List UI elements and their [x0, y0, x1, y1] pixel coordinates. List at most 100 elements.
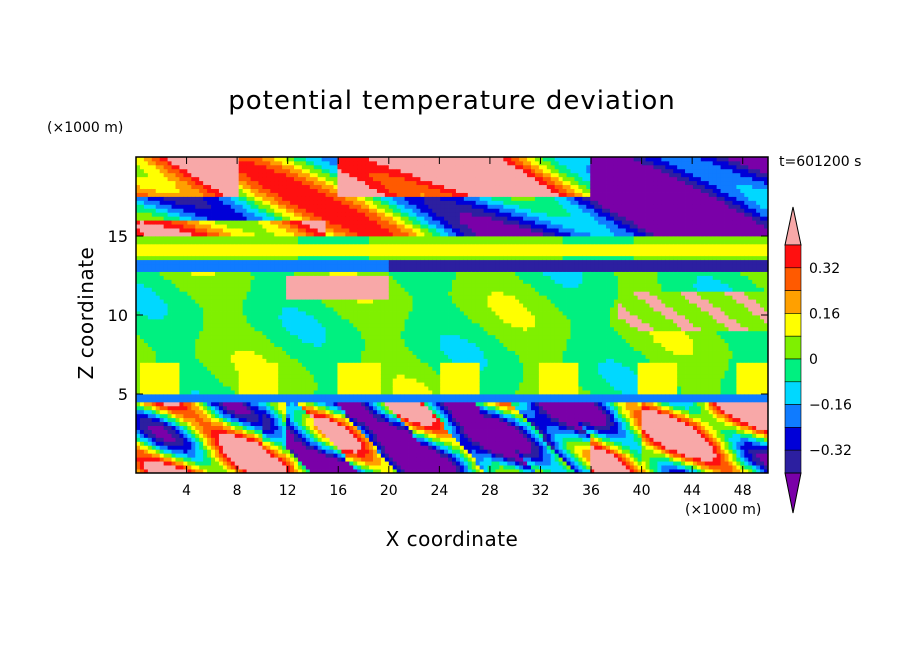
field-cell: [301, 263, 307, 268]
field-cell: [333, 449, 338, 454]
field-cell: [317, 184, 323, 189]
field-cell: [143, 441, 149, 446]
field-cell: [143, 176, 149, 182]
field-cell: [211, 303, 216, 308]
field-cell: [136, 307, 141, 312]
field-cell: [380, 441, 386, 446]
field-cell: [333, 401, 338, 407]
field-cell: [183, 216, 188, 221]
field-cell: [199, 216, 204, 221]
field-cell: [171, 374, 176, 379]
field-cell: [337, 445, 342, 450]
field-cell: [353, 307, 358, 312]
field-cell: [270, 236, 275, 241]
field-cell: [238, 271, 244, 276]
field-cell: [369, 307, 374, 312]
field-cell: [349, 374, 354, 379]
field-cell: [159, 168, 165, 174]
field-cell: [305, 394, 311, 399]
field-cell: [282, 188, 287, 193]
field-cell: [297, 172, 303, 178]
field-cell: [266, 239, 271, 245]
field-cell: [373, 204, 378, 209]
field-cell: [151, 330, 157, 336]
field-cell: [136, 157, 141, 162]
field-cell: [238, 457, 244, 462]
field-cell: [143, 421, 149, 426]
field-cell: [250, 401, 255, 407]
field-cell: [238, 212, 244, 217]
field-cell: [155, 303, 161, 308]
field-cell: [270, 251, 275, 257]
field-cell: [230, 441, 236, 446]
field-cell: [297, 291, 303, 296]
field-cell: [325, 338, 330, 344]
field-cell: [147, 425, 153, 430]
field-cell: [143, 275, 149, 280]
field-cell: [155, 184, 161, 189]
field-cell: [349, 208, 354, 213]
field-cell: [254, 200, 259, 205]
field-cell: [222, 259, 228, 265]
field-cell: [179, 259, 184, 265]
field-cell: [290, 204, 295, 209]
field-cell: [238, 374, 244, 379]
field-cell: [242, 350, 247, 355]
field-cell: [183, 204, 188, 209]
field-cell: [369, 421, 374, 426]
field-cell: [329, 259, 334, 265]
field-cell: [163, 184, 168, 189]
field-cell: [282, 370, 287, 375]
field-cell: [258, 378, 263, 383]
field-cell: [329, 342, 334, 347]
field-cell: [147, 437, 153, 442]
field-cell: [211, 457, 216, 462]
field-cell: [187, 172, 192, 178]
field-cell: [258, 303, 263, 308]
field-cell: [147, 247, 153, 253]
field-cell: [218, 160, 224, 166]
field-cell: [345, 334, 350, 340]
field-cell: [179, 346, 184, 351]
field-cell: [274, 291, 279, 296]
field-cell: [195, 366, 200, 371]
field-cell: [301, 370, 307, 375]
field-cell: [218, 358, 224, 363]
field-cell: [250, 204, 255, 209]
field-cell: [159, 453, 165, 458]
field-cell: [179, 326, 184, 332]
field-cell: [143, 433, 149, 438]
field-cell: [353, 330, 358, 336]
field-cell: [345, 287, 350, 292]
field-cell: [353, 417, 358, 423]
field-cell: [250, 224, 255, 229]
field-cell: [337, 200, 342, 205]
field-cell: [163, 421, 168, 426]
field-cell: [329, 330, 334, 336]
field-cell: [309, 251, 315, 257]
field-cell: [309, 200, 315, 205]
field-cell: [143, 291, 149, 296]
field-cell: [203, 157, 208, 162]
field-cell: [321, 208, 326, 213]
field-cell: [365, 236, 370, 241]
field-cell: [155, 271, 161, 276]
field-cell: [230, 449, 236, 454]
field-cell: [357, 449, 362, 454]
field-cell: [167, 220, 172, 225]
field-cell: [258, 437, 263, 442]
field-cell: [349, 267, 354, 272]
field-cell: [321, 291, 326, 296]
field-cell: [286, 192, 291, 197]
field-cell: [294, 409, 299, 415]
field-cell: [136, 180, 141, 186]
field-cell: [222, 192, 228, 197]
field-cell: [234, 267, 240, 272]
field-cell: [222, 275, 228, 280]
field-cell: [349, 433, 354, 438]
field-cell: [376, 164, 382, 170]
field-cell: [222, 287, 228, 292]
field-cell: [329, 453, 334, 458]
field-cell: [187, 453, 192, 458]
field-cell: [301, 358, 307, 363]
